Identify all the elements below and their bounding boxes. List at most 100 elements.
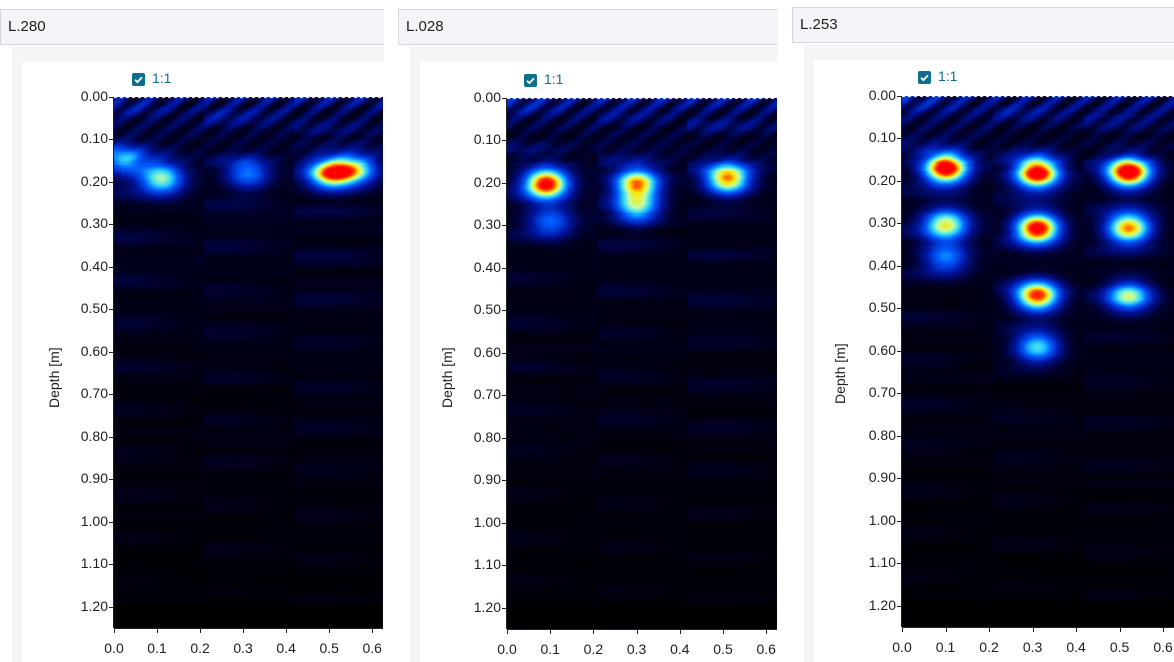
x-tick-label: 0.4	[1066, 639, 1086, 655]
y-axis-label: Depth [m]	[832, 343, 848, 404]
radargram-image[interactable]	[507, 98, 777, 629]
y-tick-mark	[502, 352, 506, 354]
radargram-panel-l253: L.253 1:1 Depth [m] 0.00 0.10 0.20 0.30 0.40…	[792, 0, 1174, 662]
y-tick-mark	[897, 96, 901, 97]
y-tick-mark	[897, 308, 901, 310]
y-tick-label: 0.60	[80, 342, 108, 359]
y-tick-mark	[109, 181, 113, 183]
x-tick-label: 0.3	[626, 641, 647, 657]
x-tick-mark	[200, 629, 202, 633]
radargram-panel-l280: L.280 1:1 Depth [m] 0.00 0.10 0.20 0.30 0.40…	[0, 0, 384, 662]
radargram-canvas	[114, 97, 383, 628]
y-tick-mark	[502, 310, 506, 312]
y-tick-mark	[897, 180, 901, 182]
y-tick-mark	[897, 435, 901, 437]
check-icon	[920, 74, 929, 82]
panel-header	[792, 7, 1174, 43]
y-tick-label: 1.20	[868, 596, 896, 613]
x-tick-label: 0.6	[1153, 639, 1173, 655]
y-tick-mark	[502, 140, 506, 142]
y-tick-label: 1.00	[80, 512, 108, 529]
x-axis-line	[507, 629, 777, 630]
y-tick-label: 0.00	[868, 87, 896, 103]
y-tick-label: 0.10	[80, 130, 108, 147]
y-tick-mark	[109, 139, 113, 141]
x-tick-mark	[286, 629, 288, 633]
x-tick-label: 0.5	[713, 641, 733, 657]
x-tick-mark	[902, 628, 903, 632]
y-tick-mark	[502, 437, 506, 439]
y-axis-label: Depth [m]	[439, 347, 455, 408]
radargram-image[interactable]	[902, 96, 1174, 627]
y-tick-label: 0.90	[868, 469, 896, 486]
y-tick-label: 1.20	[473, 598, 501, 615]
x-tick-label: 0.3	[1022, 639, 1043, 655]
x-tick-label: 0.1	[540, 641, 560, 657]
y-tick-label: 0.40	[80, 257, 108, 274]
x-tick-label: 0.6	[756, 641, 776, 657]
y-tick-label: 0.50	[868, 299, 896, 316]
y-tick-mark	[109, 606, 113, 608]
x-tick-mark	[329, 629, 331, 633]
x-tick-mark	[1119, 628, 1121, 632]
y-tick-mark	[109, 436, 113, 438]
y-tick-mark	[109, 266, 113, 268]
y-tick-label: 0.60	[868, 341, 896, 358]
y-tick-label: 0.40	[868, 256, 896, 273]
x-tick-mark	[723, 630, 724, 634]
panel-header	[0, 9, 384, 45]
y-tick-label: 0.20	[473, 173, 501, 190]
x-tick-mark	[243, 629, 245, 633]
y-tick-label: 0.00	[80, 88, 108, 104]
ratio-checkbox[interactable]	[524, 74, 537, 87]
ratio-label: 1:1	[938, 68, 958, 84]
panel-header	[398, 9, 778, 45]
y-tick-label: 0.80	[473, 428, 501, 445]
radargram-image[interactable]	[114, 97, 383, 628]
x-tick-mark	[989, 628, 991, 632]
y-tick-mark	[897, 223, 901, 225]
x-tick-label: 0.3	[233, 640, 253, 656]
ratio-checkbox[interactable]	[918, 71, 931, 84]
x-tick-label: 0.2	[979, 639, 999, 655]
x-tick-label: 0.4	[276, 640, 296, 656]
x-tick-mark	[1163, 628, 1165, 632]
y-tick-mark	[502, 98, 506, 99]
y-tick-mark	[109, 479, 113, 481]
y-tick-label: 0.40	[473, 258, 501, 275]
x-tick-mark	[766, 630, 768, 634]
y-tick-mark	[109, 521, 113, 523]
x-axis-line	[902, 627, 1174, 628]
y-tick-mark	[502, 225, 506, 227]
y-tick-mark	[109, 394, 113, 396]
y-tick-label: 0.20	[868, 171, 896, 188]
y-tick-label: 1.00	[473, 513, 501, 530]
y-tick-label: 1.00	[868, 511, 896, 528]
y-tick-label: 0.10	[473, 131, 501, 148]
y-tick-mark	[897, 478, 901, 480]
y-tick-mark	[897, 520, 901, 522]
x-tick-mark	[550, 630, 552, 634]
y-tick-mark	[502, 522, 506, 524]
ratio-checkbox[interactable]	[132, 73, 145, 86]
y-tick-label: 1.10	[473, 556, 501, 573]
x-tick-label: 0.0	[497, 641, 517, 657]
radargram-canvas	[507, 98, 777, 629]
y-axis-label: Depth [m]	[46, 347, 62, 408]
y-tick-mark	[109, 224, 113, 226]
x-tick-mark	[157, 629, 159, 633]
y-tick-mark	[502, 267, 506, 269]
ratio-label: 1:1	[544, 71, 564, 87]
y-tick-label: 0.70	[80, 385, 108, 402]
ratio-label: 1:1	[152, 70, 172, 86]
y-tick-label: 0.80	[80, 427, 108, 444]
x-tick-mark	[679, 630, 681, 634]
y-tick-label: 0.90	[473, 471, 501, 488]
y-tick-label: 0.30	[80, 215, 108, 232]
x-tick-label: 0.2	[190, 640, 210, 656]
y-axis-line	[901, 96, 902, 627]
x-tick-label: 0.0	[892, 639, 912, 655]
x-tick-label: 0.5	[1109, 639, 1130, 655]
y-tick-label: 0.50	[473, 301, 501, 318]
y-tick-label: 1.10	[868, 554, 896, 571]
